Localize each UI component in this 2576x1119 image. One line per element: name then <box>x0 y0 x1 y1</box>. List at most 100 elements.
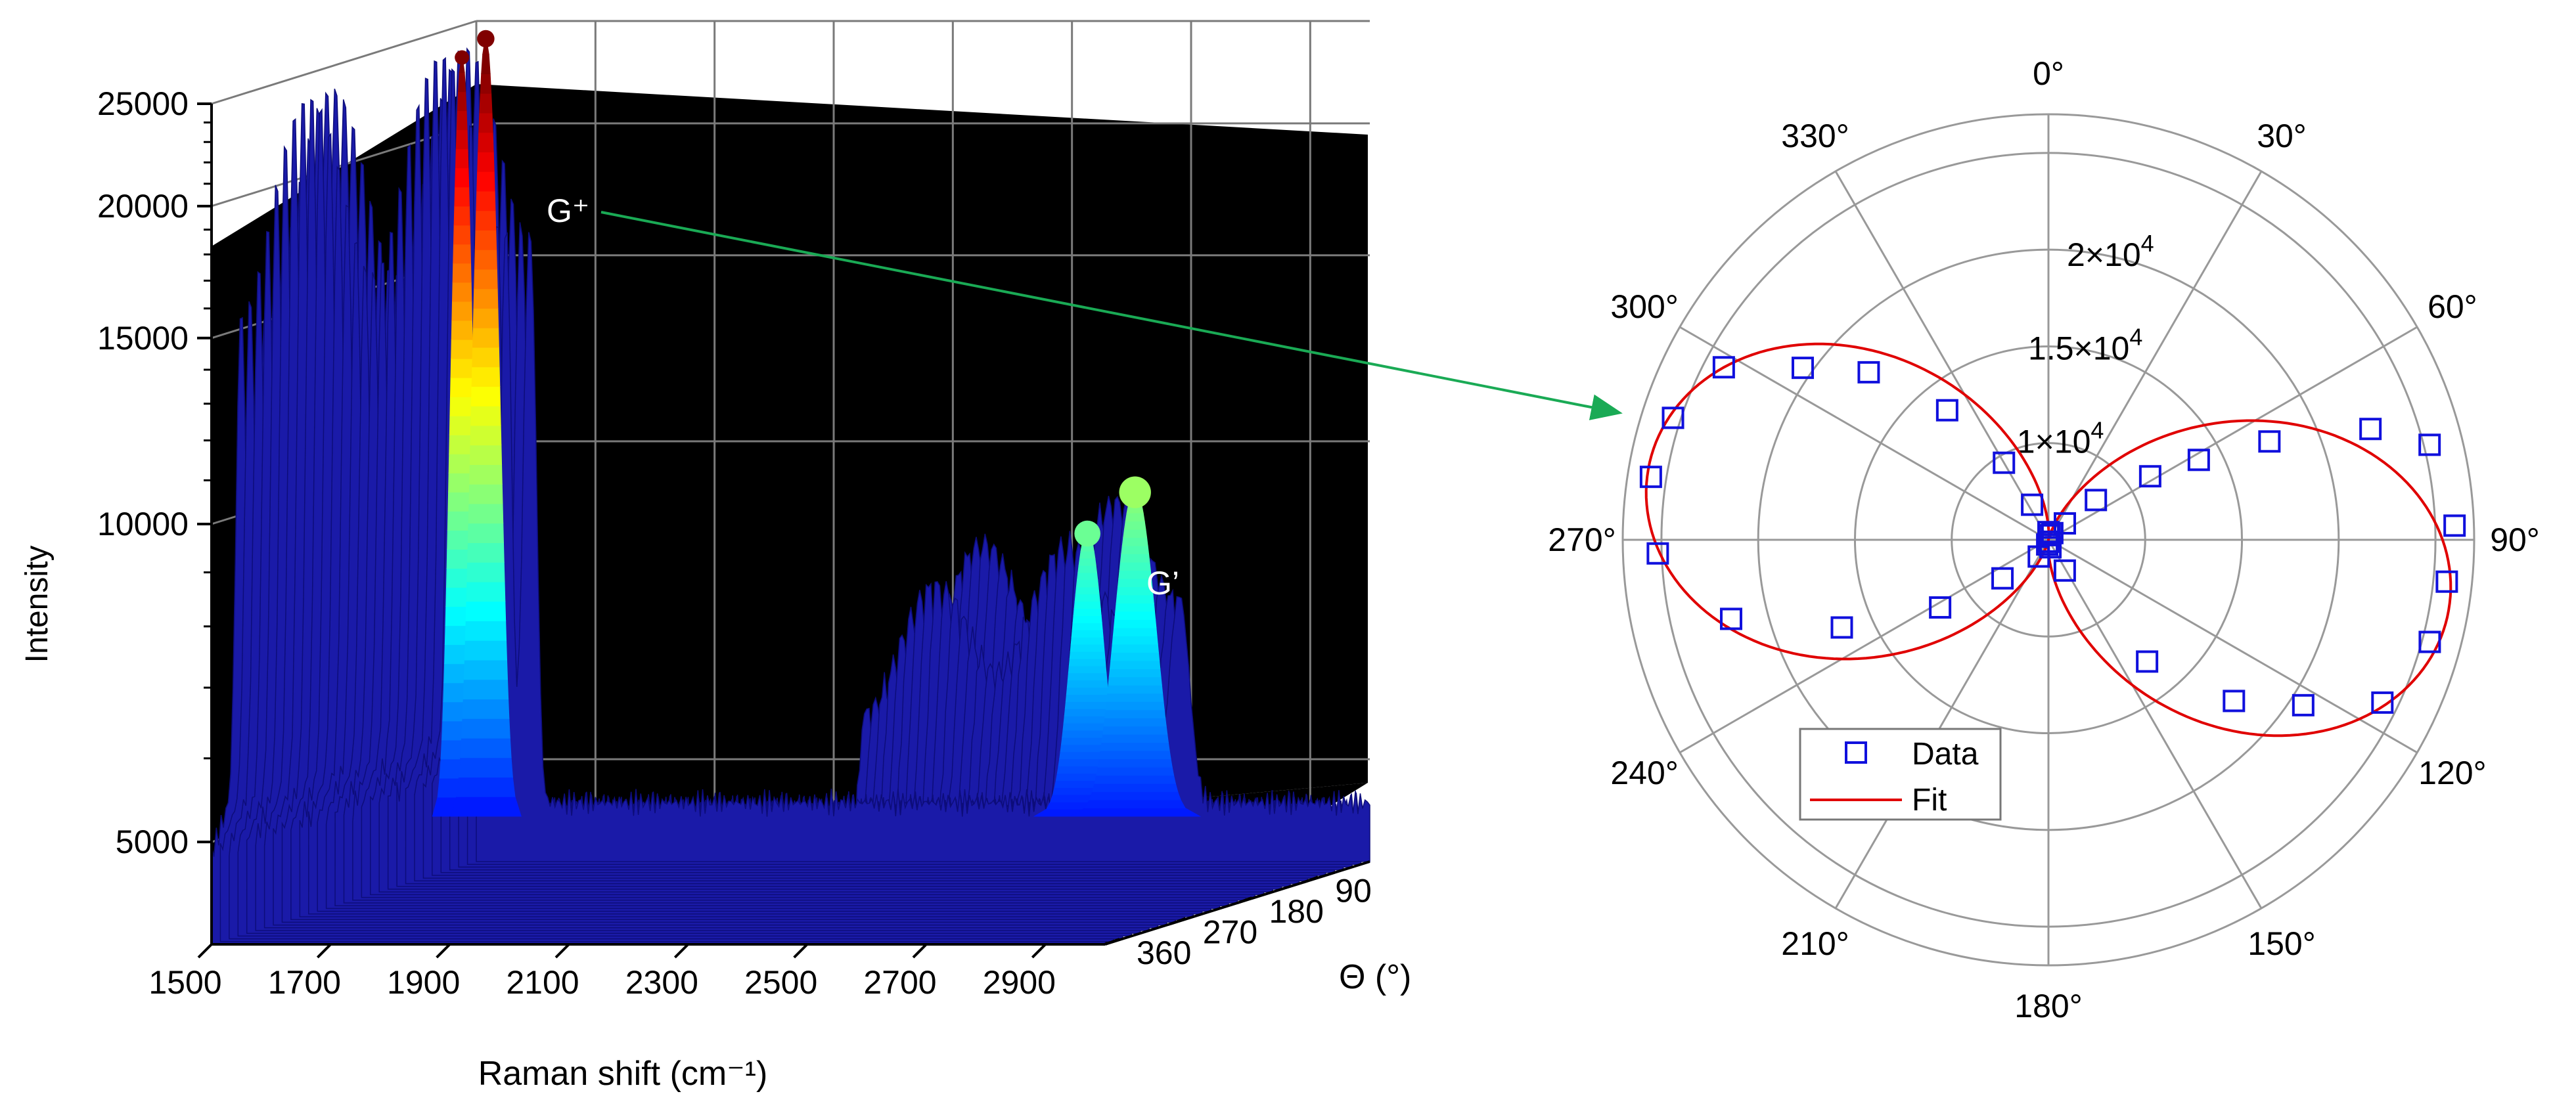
angular-grid-line <box>2047 171 2263 540</box>
y-tick-label: 90 <box>1335 873 1372 910</box>
peak-band <box>457 91 467 112</box>
z-tick-label: 20000 <box>97 188 189 225</box>
peak-band <box>1064 708 1111 716</box>
peak-band <box>465 601 507 622</box>
peak-band <box>1114 619 1157 628</box>
peak-band <box>1114 611 1156 620</box>
x-tick-label: 2300 <box>625 964 698 1001</box>
y-tick-label: 270 <box>1203 914 1257 951</box>
peak-band <box>1075 579 1099 588</box>
angular-tick-label: 180° <box>2014 988 2082 1024</box>
peak-band <box>470 425 502 446</box>
peak-band <box>455 167 470 188</box>
peak-band <box>1072 615 1102 623</box>
x-tick <box>197 943 213 959</box>
peak-band <box>456 777 516 797</box>
peak-band <box>1092 783 1179 793</box>
peak-band <box>1107 684 1164 694</box>
raman-surface-chart: 5000 10000 15000 20000 25000 1500 1700 1900 2100… <box>20 20 1411 1093</box>
z-tick-label: 15000 <box>97 320 189 357</box>
peak-band <box>1112 627 1158 636</box>
peak-band <box>1067 672 1108 681</box>
angular-grid-line <box>1679 326 2049 541</box>
peak-band <box>481 54 491 75</box>
peak-band <box>453 206 470 226</box>
x-tick-label: 2500 <box>744 964 817 1001</box>
peak-band <box>1073 601 1101 609</box>
x-tick-label: 1700 <box>268 964 341 1001</box>
peak-band <box>472 308 499 328</box>
peak-band <box>474 269 498 290</box>
angular-tick-label: 210° <box>1781 925 1849 962</box>
data-point <box>1935 399 1958 422</box>
peak-band <box>470 386 501 406</box>
peak-band <box>476 190 496 211</box>
z-tick-label: 25000 <box>97 85 189 122</box>
angular-tick-label: 300° <box>1610 288 1678 325</box>
peak-band <box>1074 594 1100 602</box>
peak-band <box>475 210 497 231</box>
peak-tip <box>1119 476 1151 508</box>
data-point <box>2258 430 2281 453</box>
angular-tick-label: 30° <box>2257 118 2307 154</box>
peak-band <box>1108 676 1162 686</box>
data-points <box>1639 356 2466 716</box>
peak-band <box>450 358 474 378</box>
peak-band <box>1070 644 1105 652</box>
peak-band <box>1096 766 1175 776</box>
peak-band <box>455 148 469 169</box>
surface-fill <box>211 47 1370 945</box>
peak-band <box>1100 742 1170 751</box>
data-point <box>2418 433 2441 456</box>
angular-grid-line <box>2048 538 2418 754</box>
peak-band <box>468 503 504 524</box>
peak-band <box>472 347 500 368</box>
z-tick-label: 5000 <box>116 823 189 860</box>
data-point <box>1720 607 1743 630</box>
data-point <box>2027 545 2050 568</box>
peak-band <box>451 320 473 340</box>
peak-band <box>458 757 513 778</box>
peak-band <box>452 263 472 283</box>
peak-band <box>1111 644 1159 653</box>
peak-band <box>1110 651 1160 661</box>
peak-band <box>1098 750 1171 760</box>
peak-band <box>1125 512 1145 522</box>
peak-band <box>1064 701 1110 709</box>
data-point <box>2085 489 2108 512</box>
peak-band <box>1106 693 1164 702</box>
peak-band <box>467 523 504 544</box>
peak-band <box>468 483 503 504</box>
data-point <box>2053 559 2076 582</box>
x-tick-label: 1900 <box>387 964 460 1001</box>
peak-band <box>478 132 494 153</box>
data-point <box>1991 567 2014 590</box>
y-tick <box>1104 938 1120 946</box>
peak-band <box>1102 726 1168 735</box>
data-point <box>2053 512 2076 535</box>
angular-tick-label: 120° <box>2418 755 2486 791</box>
radial-tick-label: 2×104 <box>2067 230 2154 273</box>
angular-tick-label: 90° <box>2490 521 2540 558</box>
surface-slice <box>476 232 1370 862</box>
x-tick <box>673 943 689 959</box>
peak-band <box>450 377 474 397</box>
polar-grid <box>1621 113 2475 967</box>
angular-tick-label: 150° <box>2248 925 2315 962</box>
y-tick <box>1303 875 1319 884</box>
peak-band <box>1123 521 1146 530</box>
angular-tick-label: 270° <box>1548 521 1616 558</box>
peak-band <box>480 74 492 94</box>
peak-tip <box>455 50 470 65</box>
peak-band <box>454 186 470 207</box>
peak-band <box>1089 791 1181 801</box>
angular-tick-label: 240° <box>1610 755 1678 791</box>
y-tick <box>1236 896 1253 904</box>
peak-band <box>1084 799 1186 809</box>
peak-band <box>1104 709 1166 718</box>
peak-band <box>473 288 499 309</box>
legend: Data Fit <box>1799 728 2002 821</box>
data-point <box>1646 542 1669 565</box>
data-point <box>2418 630 2441 653</box>
x-tick-label: 2100 <box>506 964 579 1001</box>
